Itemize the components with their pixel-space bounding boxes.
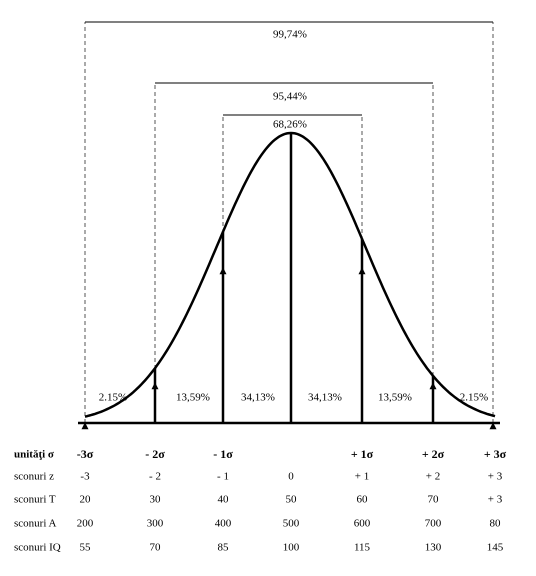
region-label: 34,13% [308, 392, 342, 404]
row-label: unităţi σ [14, 449, 54, 461]
table-cell: 50 [286, 494, 298, 506]
table-cell: + 2σ [422, 447, 445, 461]
table-cell: 40 [218, 494, 230, 506]
table-cell: - 2 [149, 471, 161, 483]
region-label: 2.15% [460, 392, 488, 404]
table-cell: 70 [150, 542, 162, 554]
table-cell: 600 [354, 518, 371, 530]
table-cell: 70 [428, 494, 440, 506]
region-label: 13,59% [378, 392, 412, 404]
table-cell: -3 [80, 471, 90, 483]
table-cell: 115 [354, 542, 371, 554]
bracket-label: 68,26% [273, 119, 307, 131]
table-cell: 500 [283, 518, 300, 530]
region-label: 2.15% [99, 392, 127, 404]
table-cell: - 1σ [213, 447, 233, 461]
row-label: sconuri T [14, 494, 56, 506]
table-cell: 20 [80, 494, 92, 506]
table-cell: + 2 [426, 471, 440, 483]
table-cell: + 3 [488, 494, 503, 506]
table-cell: 130 [425, 542, 442, 554]
table-cell: + 3 [488, 471, 503, 483]
table-cell: 0 [288, 471, 294, 483]
table-cell: 145 [487, 542, 504, 554]
bracket-label: 99,74% [273, 29, 307, 41]
row-label: sconuri A [14, 518, 57, 530]
table-cell: 100 [283, 542, 300, 554]
table-cell: 80 [490, 518, 502, 530]
table-cell: 85 [218, 542, 230, 554]
table-cell: 60 [357, 494, 369, 506]
table-cell: 400 [215, 518, 232, 530]
table-cell: + 1σ [351, 447, 374, 461]
table-cell: + 3σ [484, 447, 507, 461]
table-cell: 200 [77, 518, 94, 530]
row-label: sconuri IQ [14, 542, 61, 554]
row-label: sconuri z [14, 471, 54, 483]
table-cell: 30 [150, 494, 162, 506]
brackets [81, 21, 497, 430]
table-cell: 700 [425, 518, 442, 530]
table-cell: 300 [147, 518, 164, 530]
table-cell: - 1 [217, 471, 229, 483]
table-cell: - 2σ [145, 447, 165, 461]
table-cell: + 1 [355, 471, 369, 483]
region-label: 13,59% [176, 392, 210, 404]
bracket-label: 95,44% [273, 91, 307, 103]
table-cell: -3σ [77, 447, 94, 461]
table-cell: 55 [80, 542, 92, 554]
region-label: 34,13% [241, 392, 275, 404]
